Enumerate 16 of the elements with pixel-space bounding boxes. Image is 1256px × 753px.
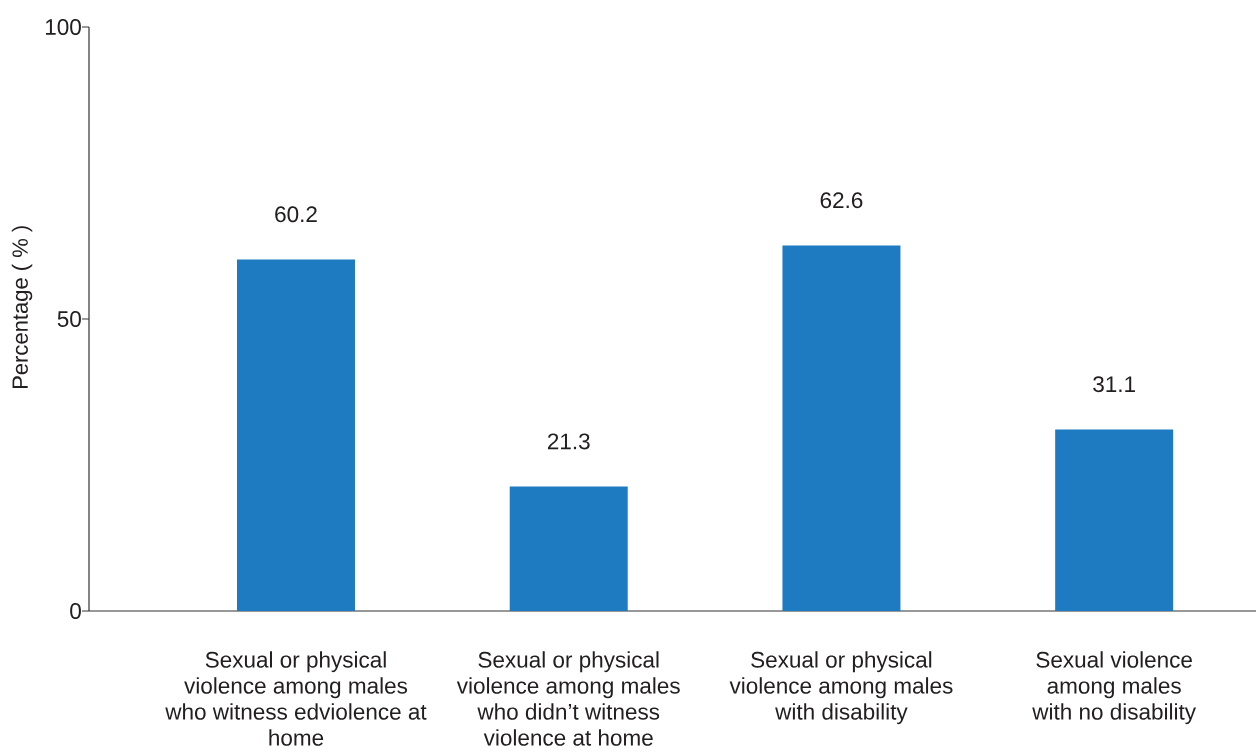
data-label: 31.1: [1093, 376, 1135, 393]
bar: [782, 245, 901, 611]
x-tick-label: Sexual or physical violence among males who witness edviolence at home: [165, 651, 427, 746]
y-tick-label: 100: [45, 19, 81, 35]
data-label: 60.2: [275, 206, 317, 223]
y-axis-title: Percentage ( % ): [11, 226, 33, 389]
data-label: 21.3: [547, 433, 590, 450]
bar: [237, 259, 355, 611]
x-tick-label: Sexual or physical violence among males with disability: [729, 651, 953, 725]
bar: [509, 486, 628, 611]
bar: [1055, 429, 1174, 611]
y-tick-label: 0: [70, 603, 81, 619]
x-tick-label: Sexual violence among males with no disability: [1032, 651, 1196, 725]
data-label: 62.6: [820, 192, 863, 209]
y-tick-label: 50: [57, 311, 81, 327]
x-tick-label: Sexual or physical violence among males who didn’t witness violence at home: [456, 651, 680, 746]
